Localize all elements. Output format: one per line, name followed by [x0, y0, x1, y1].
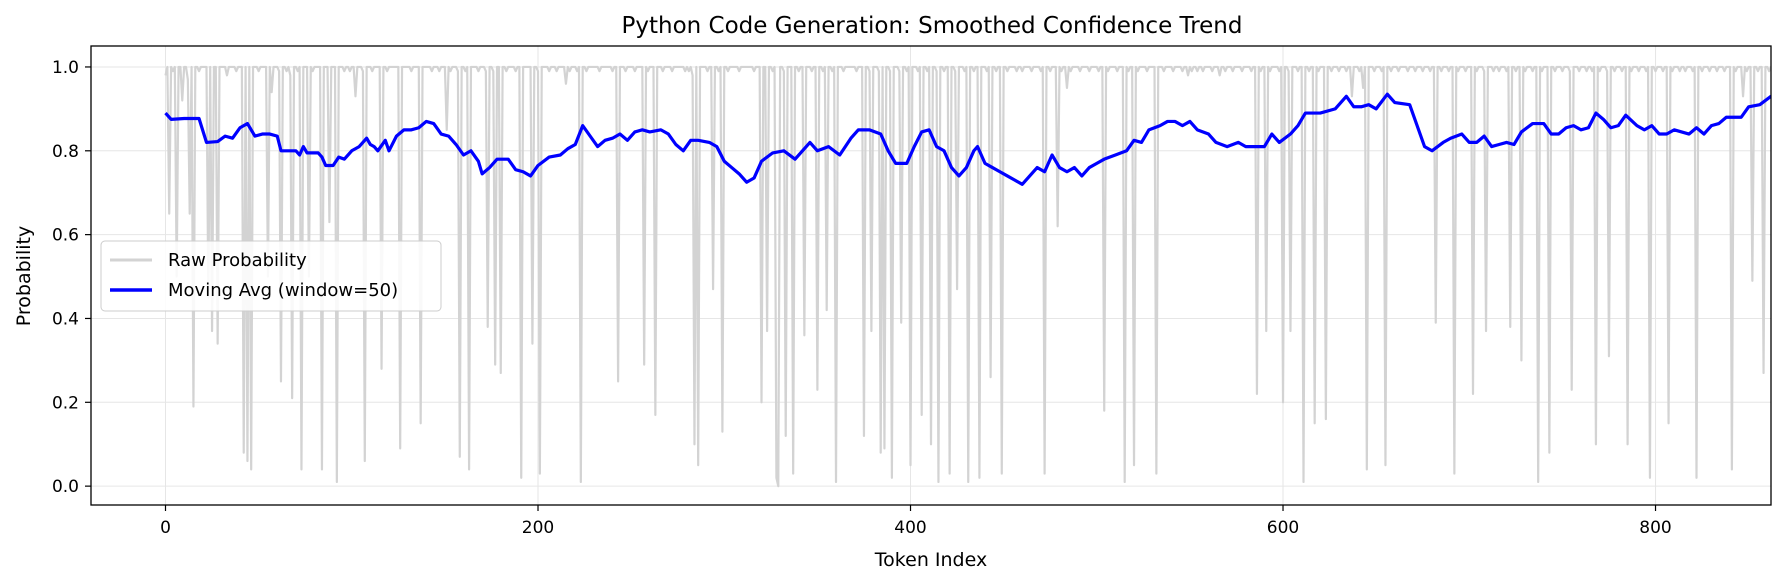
x-tick-label: 400 [894, 518, 926, 538]
x-tick-label: 800 [1639, 518, 1671, 538]
legend-label-raw: Raw Probability [168, 250, 307, 271]
legend-box [100, 240, 442, 312]
y-tick-label: 0.2 [52, 393, 79, 413]
x-tick-label: 600 [1267, 518, 1299, 538]
x-axis-label: Token Index [874, 549, 987, 571]
y-tick-label: 0.6 [52, 226, 79, 246]
plot-frame [90, 45, 1772, 506]
series-line-moving-avg [164, 92, 1771, 186]
x-tick-label: 0 [160, 518, 171, 538]
legend: Raw Probability Moving Avg (window=50) [100, 240, 442, 312]
y-tick-label: 1.0 [52, 58, 79, 78]
y-tick-label: 0.0 [52, 477, 79, 497]
y-axis-label: Probability [13, 226, 35, 326]
y-tick-label: 0.8 [52, 142, 79, 162]
y-tick-label: 0.4 [52, 309, 79, 329]
plot-content [164, 65, 1771, 488]
x-tick-label: 200 [522, 518, 554, 538]
chart-title: Python Code Generation: Smoothed Confide… [622, 13, 1243, 39]
axis-ticks: 0 200 400 600 800 0.0 0.2 0.4 0.6 0.8 1.0 [52, 58, 1672, 538]
legend-label-moving-avg: Moving Avg (window=50) [168, 280, 398, 301]
series-line-raw-probability [164, 65, 1771, 488]
